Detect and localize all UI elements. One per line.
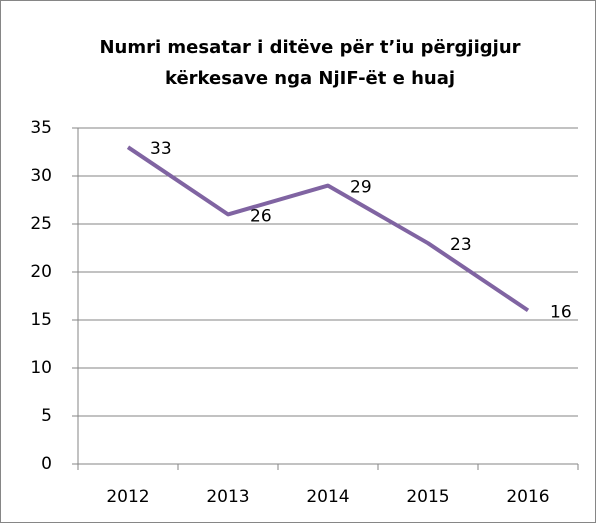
y-tick-label: 30	[30, 166, 52, 186]
y-tick-label: 25	[30, 214, 52, 234]
line	[126, 145, 530, 313]
data-label: 33	[150, 139, 172, 159]
x-tick-label: 2014	[306, 487, 349, 507]
x-tick-label: 2016	[506, 487, 549, 507]
x-tick-label: 2013	[206, 487, 249, 507]
chart-title: kërkesave nga NjIF-ët e huaj	[165, 68, 455, 89]
y-tick-label: 0	[41, 454, 52, 474]
y-tick-label: 15	[30, 310, 52, 330]
y-tick-label: 20	[30, 262, 52, 282]
x-tick-label: 2015	[406, 487, 449, 507]
data-label: 23	[450, 235, 472, 255]
y-tick-label: 5	[41, 406, 52, 426]
x-tick-label: 2012	[106, 487, 149, 507]
chart-title: Numri mesatar i ditëve për t’iu përgjigj…	[99, 37, 520, 58]
data-label: 26	[250, 206, 272, 226]
y-tick-label: 35	[30, 118, 52, 138]
data-label: 16	[550, 302, 572, 322]
y-tick-label: 10	[30, 358, 52, 378]
data-label: 29	[350, 178, 372, 198]
